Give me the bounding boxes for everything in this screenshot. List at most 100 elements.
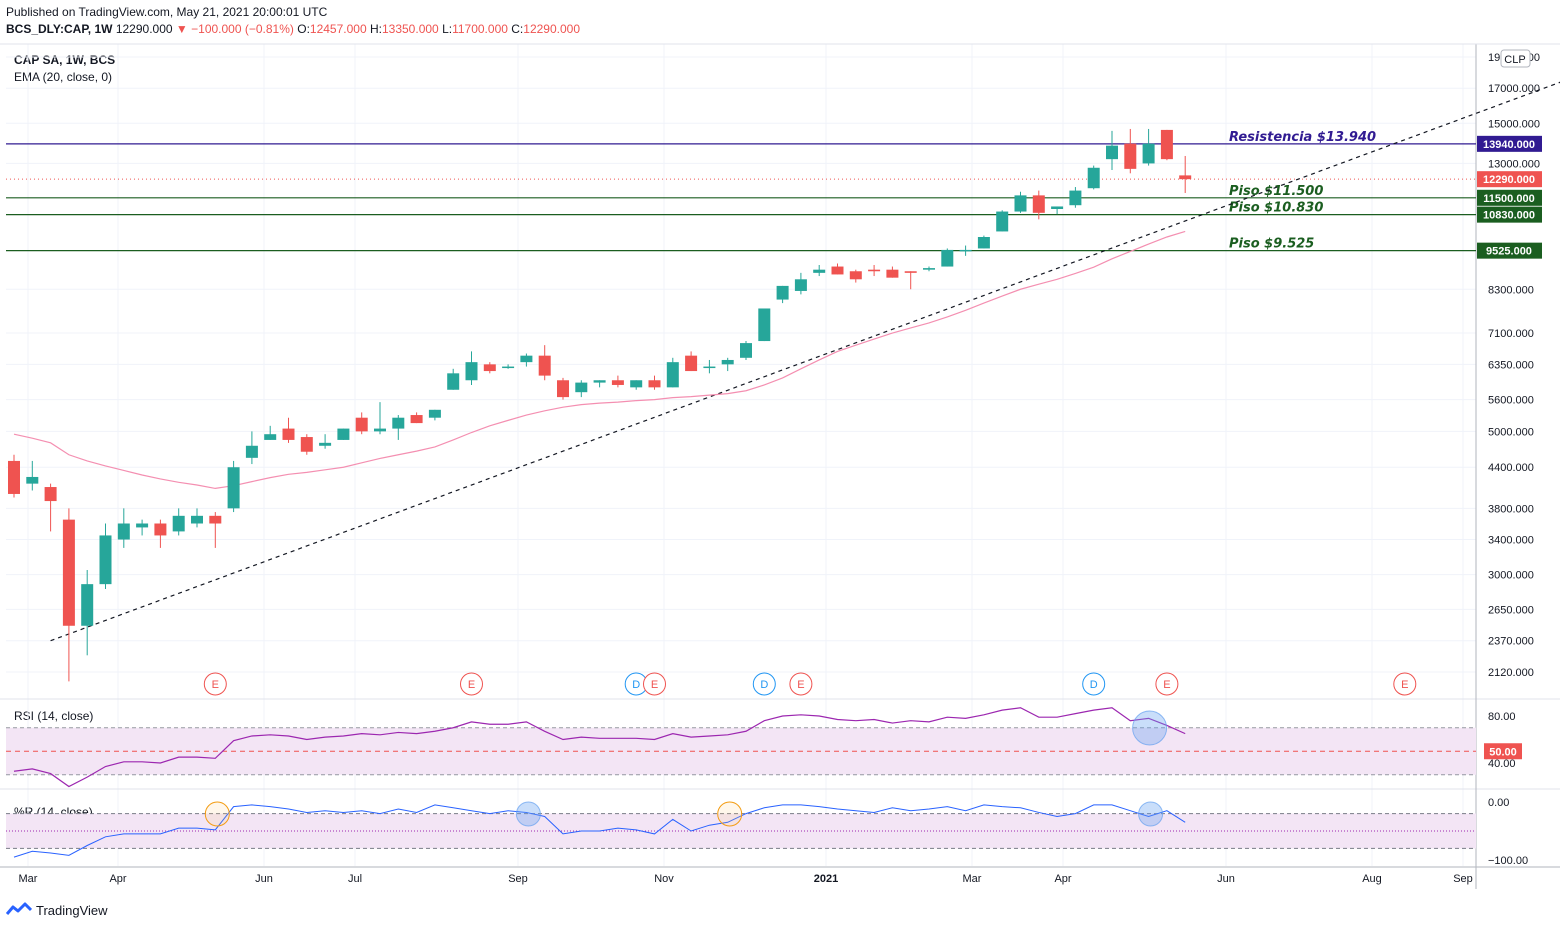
- candle-body-13: [245, 445, 258, 458]
- event-marker-label-3: E: [651, 679, 658, 691]
- symbol-name[interactable]: BCS_DLY:CAP, 1W: [6, 22, 113, 36]
- event-marker-3: [643, 672, 666, 696]
- candle-body-28: [520, 355, 533, 363]
- candle-body-48: [886, 269, 899, 278]
- candle-body-47: [868, 269, 881, 272]
- candle-body-40: [740, 343, 752, 358]
- candle-body-14: [264, 434, 277, 440]
- price-tick-label-1: 17000.000: [1488, 83, 1540, 95]
- candle-body-27: [502, 366, 515, 369]
- candle-body-35: [648, 380, 661, 388]
- time-tick-label-2: Jun: [255, 873, 273, 885]
- candle-body-3: [62, 519, 75, 626]
- symbol-line: BCS_DLY:CAP, 1W 12290.000 ▼ −100.000 (−0…: [6, 22, 580, 36]
- candle-body-37: [685, 355, 698, 372]
- time-tick-label-5: Nov: [654, 873, 674, 885]
- currency-badge-label: CLP: [1504, 54, 1525, 66]
- last-price-tag: [1477, 171, 1542, 188]
- candle-body-38: [703, 366, 716, 369]
- candle-body-63: [1160, 129, 1173, 160]
- candle-body-19: [355, 417, 368, 432]
- candle-body-18: [337, 428, 350, 440]
- level-price-label-1: 11500.000: [1483, 193, 1534, 205]
- published-line: Published on TradingView.com, May 21, 20…: [6, 5, 328, 19]
- tradingview-logo[interactable]: TradingView: [6, 902, 108, 918]
- price-tick-label-4: 8300.000: [1488, 284, 1534, 296]
- time-tick-label-4: Sep: [508, 873, 528, 885]
- price-tick-label-10: 3800.000: [1488, 503, 1534, 515]
- low-value: 11700.000: [452, 22, 508, 36]
- high-value: 13350.000: [381, 22, 439, 36]
- event-marker-1: [460, 672, 483, 696]
- ema-legend[interactable]: EMA (20, close, 0): [14, 70, 113, 84]
- candle-body-61: [1124, 143, 1137, 169]
- candle-body-53: [977, 236, 990, 249]
- candle-body-17: [319, 442, 332, 446]
- candle-body-7: [136, 523, 149, 528]
- candle-body-60: [1106, 145, 1118, 160]
- candle-body-49: [904, 271, 917, 273]
- event-marker-8: [1393, 672, 1417, 696]
- time-tick-label-0: Mar: [19, 873, 38, 885]
- candle-body-5: [99, 535, 112, 585]
- wr-highlight-circle-0: [204, 801, 230, 827]
- candle-body-52: [959, 249, 972, 252]
- last-price: 12290.000: [115, 22, 173, 36]
- level-price-tag-2: [1477, 206, 1542, 223]
- rsi-tick-label-1: 40.00: [1488, 758, 1516, 770]
- event-marker-7: [1155, 672, 1179, 696]
- candle-body-8: [154, 523, 167, 536]
- candle-body-16: [300, 437, 313, 452]
- price-tick-label-8: 5000.000: [1488, 426, 1534, 438]
- time-tick-label-1: Apr: [109, 873, 126, 885]
- rsi-tick-label-0: 80.00: [1488, 711, 1516, 723]
- rsi-legend[interactable]: RSI (14, close): [14, 709, 94, 723]
- candle-body-42: [776, 285, 789, 300]
- event-marker-label-6: D: [1090, 679, 1098, 691]
- open-value: 12457.000: [309, 22, 367, 36]
- wr-tick-label-1: −100.00: [1488, 855, 1528, 867]
- wr-highlight-circle-1: [515, 801, 541, 827]
- candle-body-25: [465, 362, 478, 381]
- candle-body-64: [1179, 175, 1192, 180]
- event-marker-6: [1082, 672, 1106, 696]
- event-marker-label-2: D: [632, 679, 640, 691]
- candle-body-62: [1142, 143, 1155, 164]
- candle-body-21: [392, 417, 405, 429]
- candle-body-59: [1087, 167, 1100, 189]
- candle-body-32: [593, 380, 606, 383]
- candle-body-50: [923, 268, 935, 270]
- candle-body-55: [1014, 195, 1027, 212]
- price-tick-label-12: 3000.000: [1488, 570, 1534, 582]
- tradingview-logo-icon: [6, 902, 32, 915]
- event-marker-label-0: E: [212, 679, 219, 691]
- candle-body-36: [666, 362, 679, 388]
- candle-body-0: [8, 460, 20, 494]
- change-value: −100.000 (−0.81%): [191, 22, 294, 36]
- candle-body-46: [849, 271, 862, 280]
- time-tick-label-9: Jun: [1217, 873, 1235, 885]
- candle-body-51: [941, 249, 954, 267]
- low-label: L:: [442, 22, 453, 36]
- candle-body-22: [410, 415, 423, 424]
- currency-badge: [1500, 49, 1531, 68]
- price-tick-label-9: 4400.000: [1488, 462, 1534, 474]
- candle-body-26: [483, 364, 496, 372]
- candle-body-6: [117, 523, 130, 540]
- candle-body-11: [209, 515, 222, 524]
- price-tick-label-6: 6350.000: [1488, 359, 1534, 371]
- down-arrow-icon: ▼: [175, 22, 188, 36]
- level-price-tag-3: [1477, 242, 1542, 259]
- candle-body-43: [794, 279, 807, 291]
- last-price-tag-label: 12290.000: [1483, 174, 1535, 186]
- candle-body-31: [575, 382, 588, 393]
- event-marker-5: [789, 672, 813, 696]
- candle-body-24: [447, 373, 460, 390]
- candle-body-54: [996, 211, 1009, 232]
- level-label-0: Resistencia $13.940: [1229, 130, 1376, 145]
- candle-body-30: [557, 380, 569, 398]
- candle-body-10: [191, 515, 203, 524]
- candle-body-2: [44, 487, 57, 502]
- ema-line: [13, 230, 1186, 490]
